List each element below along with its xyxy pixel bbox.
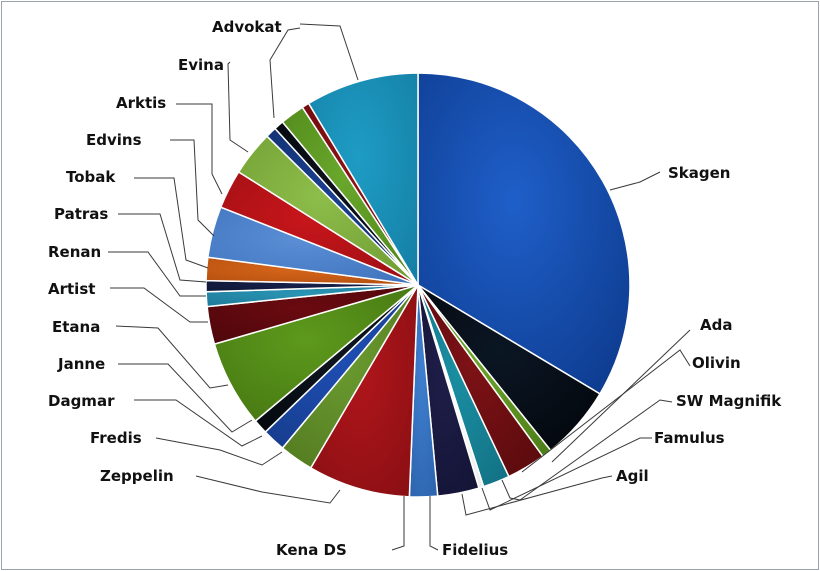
leader-famulus: [481, 437, 652, 511]
leader-fidelius: [429, 496, 439, 551]
leader-tobak: [134, 177, 209, 269]
pie-slices: [205, 72, 631, 498]
label-kena-ds: Kena DS: [276, 541, 347, 559]
leader-janne: [118, 363, 253, 433]
leader-fredis: [155, 437, 283, 466]
leader-advokat-2: [299, 23, 359, 81]
label-famulus: Famulus: [654, 429, 725, 447]
label-fredis: Fredis: [90, 429, 142, 447]
label-etana: Etana: [52, 318, 100, 336]
leader-evina: [227, 61, 249, 153]
leader-advokat: [269, 27, 301, 119]
label-patras: Patras: [54, 205, 108, 223]
label-agil: Agil: [616, 467, 649, 485]
label-artist: Artist: [48, 280, 95, 298]
slice-zeppelin: [309, 284, 419, 498]
slice-skagen: [417, 72, 631, 395]
slice-slice-24: [307, 72, 419, 288]
label-arktis: Arktis: [116, 94, 166, 112]
leader-patras: [118, 213, 207, 283]
leader-kena-ds: [391, 496, 405, 551]
leader-dagmar: [134, 399, 263, 447]
leader-lines: [108, 23, 691, 551]
label-olivin: Olivin: [692, 354, 741, 372]
leader-arktis: [176, 103, 223, 195]
leader-skagen: [609, 171, 661, 191]
leader-artist: [110, 287, 208, 323]
label-dagmar: Dagmar: [48, 392, 115, 410]
label-ada: Ada: [700, 316, 732, 334]
label-evina: Evina: [178, 56, 224, 74]
label-janne: Janne: [57, 355, 105, 373]
label-sw-magnifik: SW Magnifik: [676, 392, 782, 410]
leader-agil: [461, 475, 613, 516]
label-tobak: Tobak: [66, 168, 116, 186]
leader-zeppelin: [195, 475, 341, 504]
label-edvins: Edvins: [86, 131, 142, 149]
label-skagen: Skagen: [668, 164, 731, 182]
leader-etana: [115, 325, 229, 389]
label-fidelius: Fidelius: [442, 541, 508, 559]
label-zeppelin: Zeppelin: [100, 467, 174, 485]
leader-renan: [108, 251, 206, 297]
label-renan: Renan: [48, 243, 101, 261]
leader-olivin: [521, 349, 691, 473]
leader-edvins: [170, 139, 215, 237]
label-advokat: Advokat: [212, 18, 282, 36]
